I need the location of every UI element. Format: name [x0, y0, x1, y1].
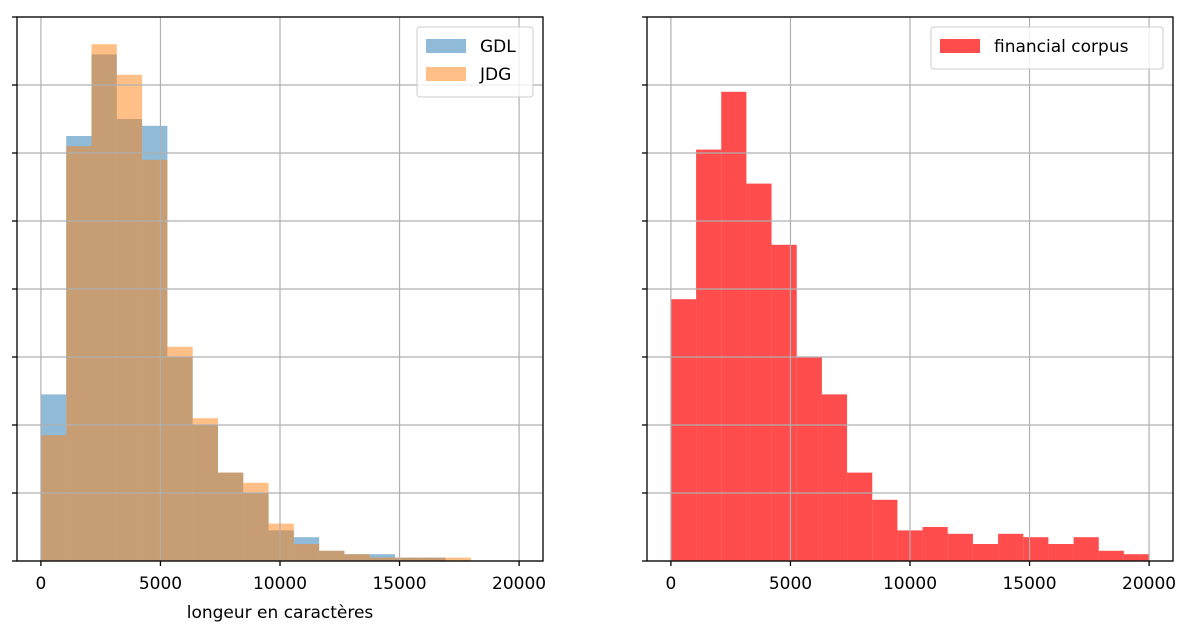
- histogram-bar: [972, 544, 999, 561]
- x-tick-label: 20000: [492, 574, 546, 594]
- histogram-bar: [116, 74, 143, 562]
- histogram-bar: [670, 299, 697, 561]
- histogram-bar: [1048, 544, 1074, 561]
- histogram-bar: [420, 557, 446, 561]
- histogram-bar: [217, 472, 244, 561]
- legend-swatch: [426, 67, 466, 81]
- histogram-bar: [1123, 554, 1150, 561]
- legend-label: JDG: [479, 65, 511, 85]
- x-tick-label: 0: [35, 574, 46, 594]
- histogram-bar: [1073, 537, 1099, 561]
- legend-label: financial corpus: [994, 37, 1129, 57]
- histogram-bar: [445, 557, 471, 561]
- histogram-bar: [821, 394, 848, 561]
- series-0-bars: [670, 91, 1150, 562]
- histogram-bar: [998, 533, 1024, 561]
- histogram-bar: [696, 149, 722, 561]
- x-tick-label: 10000: [253, 574, 307, 594]
- histogram-bar: [319, 550, 345, 561]
- histogram-bar: [91, 44, 117, 561]
- legend-box: [930, 26, 1164, 70]
- histogram-bar: [40, 435, 67, 561]
- histogram-bar: [395, 557, 421, 561]
- histogram-bar: [1098, 550, 1124, 561]
- histogram-bar: [922, 527, 948, 561]
- histogram-bar: [344, 554, 370, 561]
- histogram-bar: [721, 91, 747, 562]
- x-tick-label: 5000: [139, 574, 182, 594]
- histogram-bar: [293, 544, 320, 561]
- legend-swatch: [940, 39, 980, 53]
- x-axis-title: longeur en caractères: [187, 603, 374, 623]
- histogram-bar: [746, 183, 772, 561]
- histogram-bar: [66, 146, 92, 561]
- left-histogram-panel: 0 5000 10000 15000 20000 longeur en caractère…: [12, 16, 546, 623]
- series-1-bars: [40, 44, 471, 562]
- histogram-bar: [167, 346, 193, 561]
- histogram-bar: [796, 357, 822, 561]
- x-tick-label: 20000: [1122, 574, 1176, 594]
- histogram-bar: [142, 159, 168, 562]
- x-tick-label: 15000: [372, 574, 426, 594]
- histogram-bar: [369, 557, 396, 561]
- x-tick-label: 0: [665, 574, 676, 594]
- histogram-bar: [847, 472, 873, 561]
- legend: GDL JDG: [416, 26, 534, 98]
- histogram-bar: [268, 523, 294, 561]
- x-tick-label: 15000: [1002, 574, 1056, 594]
- histogram-bar: [1023, 537, 1049, 561]
- histogram-bar: [947, 533, 973, 561]
- right-histogram-panel: 0 5000 10000 15000 20000 financial corpus: [642, 16, 1176, 594]
- x-tick-label: 10000: [883, 574, 937, 594]
- legend-swatch: [426, 39, 466, 53]
- legend-label: GDL: [480, 37, 516, 57]
- histogram-bar: [771, 244, 797, 562]
- histogram-bar: [243, 482, 269, 561]
- histogram-bar: [872, 499, 898, 561]
- x-tick-label: 5000: [769, 574, 812, 594]
- legend: financial corpus: [930, 26, 1164, 70]
- histogram-bar: [192, 418, 218, 561]
